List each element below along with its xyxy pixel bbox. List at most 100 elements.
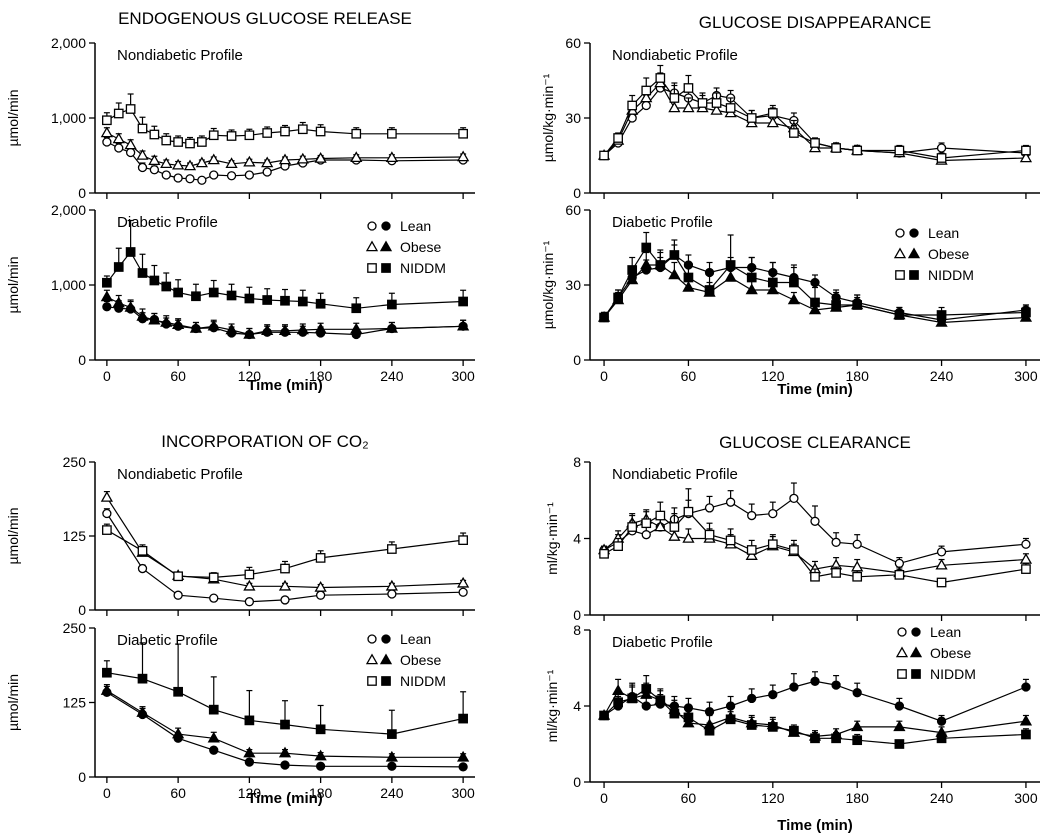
x-tick-label: 240	[380, 368, 404, 384]
data-point	[641, 530, 651, 540]
data-point	[125, 247, 136, 257]
legend-item-obese: Obese	[895, 645, 971, 661]
data-point	[261, 324, 274, 336]
data-point	[1021, 729, 1031, 740]
data-point	[385, 750, 398, 762]
y-axis-label: ml/kg·min⁻¹	[544, 669, 560, 742]
data-point	[668, 101, 681, 113]
data-point	[745, 283, 758, 295]
legend-item-niddm: NIDDM	[897, 666, 976, 682]
data-point	[936, 310, 947, 320]
legend-marker-open	[365, 240, 379, 252]
chart-panel-3: 0 30 60 GLUCOSE DISAPPEARANCE Nondiabetic Pr…	[540, 13, 1040, 201]
data-point	[149, 165, 160, 175]
legend-item-niddm: NIDDM	[367, 673, 446, 689]
data-point	[640, 688, 653, 699]
legend-label: Obese	[400, 652, 441, 668]
data-point	[852, 571, 863, 582]
data-point	[747, 693, 757, 704]
data-point	[314, 322, 327, 334]
data-point	[683, 506, 694, 517]
y-tick-label: 0	[78, 602, 86, 618]
x-tick-label: 0	[600, 790, 608, 806]
data-point	[704, 707, 715, 717]
legend-label: NIDDM	[928, 267, 974, 283]
data-point	[173, 137, 183, 147]
data-point	[136, 309, 149, 321]
panel-subtitle: Nondiabetic Profile	[117, 466, 243, 483]
legend: Lean Obese NIDDM	[893, 225, 974, 283]
data-point	[831, 143, 841, 153]
data-point	[935, 558, 948, 570]
data-point	[683, 272, 694, 283]
data-point	[936, 153, 947, 163]
data-point	[894, 558, 905, 569]
y-tick-label: 0	[573, 607, 581, 623]
data-point	[627, 693, 638, 704]
legend-item-lean: Lean	[367, 218, 431, 234]
data-point	[207, 731, 220, 743]
data-point	[640, 91, 653, 103]
x-tick-label: 120	[761, 368, 785, 384]
data-point	[226, 171, 237, 181]
data-point	[244, 293, 255, 304]
data-point	[682, 531, 695, 543]
data-point	[893, 720, 906, 732]
data-point	[683, 83, 694, 93]
series-obese	[100, 126, 470, 171]
y-tick-label: 125	[63, 528, 87, 544]
data-point	[208, 704, 219, 715]
legend-marker-open	[367, 634, 377, 644]
x-tick-label: 0	[600, 368, 608, 384]
data-point	[810, 733, 820, 744]
data-point	[457, 576, 470, 588]
data-point	[697, 98, 708, 108]
data-point	[458, 128, 468, 139]
legend-marker-filled	[909, 646, 923, 658]
legend-item-niddm: NIDDM	[367, 260, 446, 276]
data-point	[137, 123, 148, 134]
data-point	[314, 151, 327, 163]
x-tick-label: 180	[846, 790, 870, 806]
data-point	[1019, 553, 1033, 564]
series-line	[603, 680, 1027, 722]
x-tick-label: 60	[170, 785, 186, 801]
data-point	[1021, 682, 1031, 692]
data-point	[831, 733, 841, 744]
data-point	[936, 733, 947, 744]
data-point	[626, 273, 639, 285]
data-point	[102, 508, 112, 519]
data-point	[810, 676, 820, 686]
legend-marker-open	[367, 263, 377, 273]
legend-marker-open	[893, 247, 907, 259]
x-tick-label: 60	[170, 368, 186, 384]
data-point	[640, 258, 653, 270]
y-tick-label: 1,000	[51, 277, 86, 293]
data-point	[789, 128, 799, 138]
series-niddm	[102, 93, 468, 149]
data-point	[641, 684, 652, 694]
y-axis-label: µmol/kg·min⁻¹	[540, 240, 556, 329]
data-point	[102, 277, 112, 288]
data-point	[458, 296, 468, 307]
data-point	[746, 272, 757, 283]
data-point	[161, 135, 172, 146]
legend-marker-open	[895, 270, 905, 280]
data-point	[669, 522, 680, 532]
data-point	[209, 593, 219, 603]
data-point	[767, 108, 778, 118]
y-axis-label: µmol/min	[5, 89, 21, 146]
legend-marker-open	[895, 228, 905, 238]
legend: Lean Obese NIDDM	[365, 218, 446, 276]
legend-item-obese: Obese	[365, 239, 441, 255]
data-point	[350, 151, 363, 163]
legend-item-lean: Lean	[367, 631, 431, 647]
data-point	[669, 250, 680, 260]
data-point	[244, 597, 255, 607]
data-point	[627, 265, 638, 275]
series-niddm	[102, 642, 468, 739]
chart-panel-4: 0 30 60 0 60 120 180 240 300 Diabetic Profile µmol…	[540, 202, 1040, 398]
data-point	[136, 148, 149, 160]
chart-panel-2: 0 1,000 2,000 0 60 120 180 240 300 Diabetic Profi…	[5, 202, 475, 394]
